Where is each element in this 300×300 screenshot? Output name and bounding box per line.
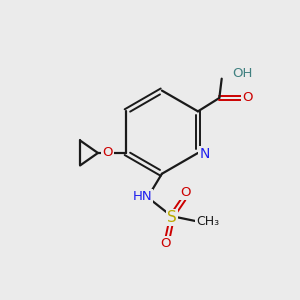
Text: O: O — [180, 186, 190, 199]
Text: O: O — [102, 146, 113, 159]
Text: OH: OH — [232, 67, 253, 80]
Text: N: N — [199, 148, 210, 161]
Text: HN: HN — [133, 190, 152, 202]
Text: O: O — [242, 92, 253, 104]
Text: CH₃: CH₃ — [196, 214, 219, 227]
Text: O: O — [160, 237, 171, 250]
Text: S: S — [167, 210, 177, 225]
